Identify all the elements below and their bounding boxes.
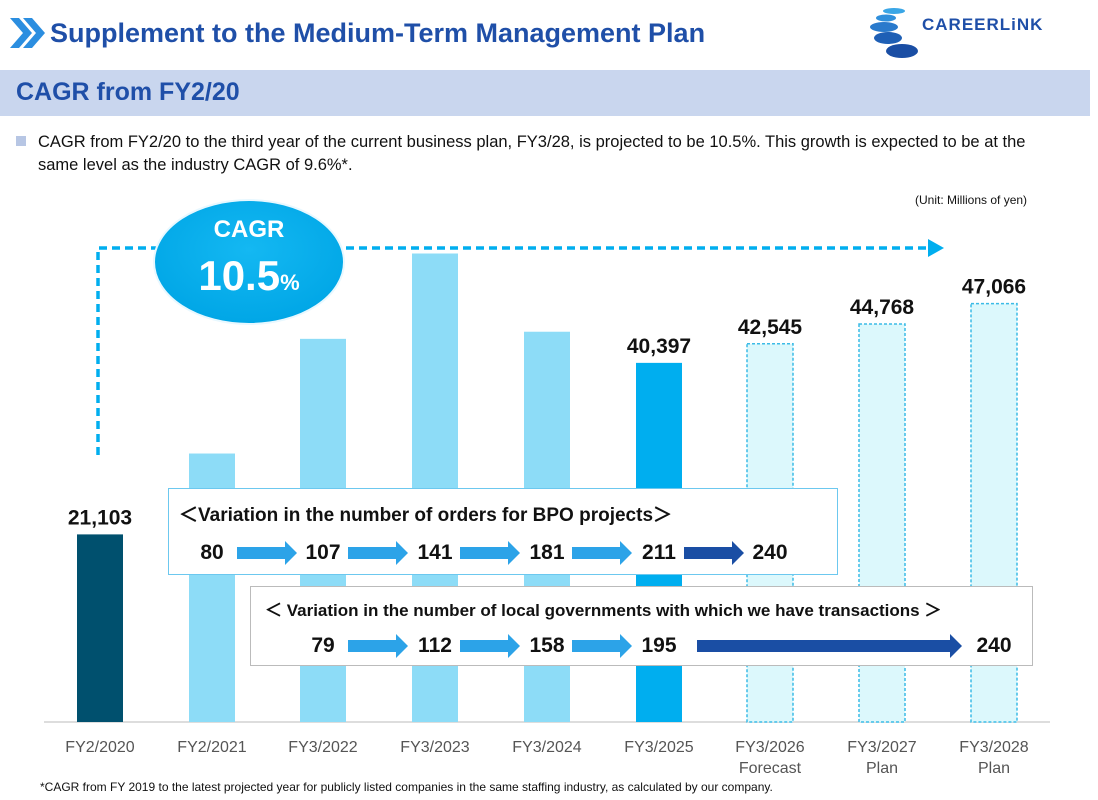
x-tick-label: FY3/2026 bbox=[735, 739, 804, 756]
section-title: CAGR from FY2/20 bbox=[16, 78, 240, 106]
chevron-icon bbox=[10, 18, 45, 48]
count-value: 107 bbox=[305, 541, 341, 564]
gov-box: ＜ Variation in the number of local gover… bbox=[250, 586, 1033, 666]
x-tick-sublabel: Plan bbox=[978, 760, 1010, 777]
right-arrow-icon bbox=[460, 634, 520, 658]
gov-box-title: ＜ Variation in the number of local gover… bbox=[265, 601, 942, 620]
value-label: 21,103 bbox=[68, 506, 132, 529]
x-tick-label: FY3/2025 bbox=[624, 739, 693, 756]
x-tick-label: FY3/2023 bbox=[400, 739, 469, 756]
cagr-suffix: % bbox=[280, 270, 300, 295]
value-label: 44,768 bbox=[850, 296, 915, 319]
cagr-value-wrap: 10.5% bbox=[152, 252, 346, 300]
page-title: Supplement to the Medium-Term Management… bbox=[50, 18, 706, 48]
count-value: 181 bbox=[529, 541, 565, 564]
x-tick-label: FY2/2021 bbox=[177, 739, 246, 756]
value-label: 40,397 bbox=[627, 335, 691, 358]
cagr-arrowhead-icon bbox=[928, 239, 944, 257]
unit-label: (Unit: Millions of yen) bbox=[915, 193, 1028, 207]
cagr-value: 10.5 bbox=[198, 252, 281, 299]
value-label: 42,545 bbox=[738, 316, 803, 339]
x-tick-label: FY3/2027 bbox=[847, 739, 916, 756]
x-tick-label: FY3/2024 bbox=[512, 739, 581, 756]
count-value: 80 bbox=[200, 541, 224, 564]
count-value: 141 bbox=[417, 541, 453, 564]
bullet-icon bbox=[16, 136, 26, 146]
section-band: CAGR from FY2/20 bbox=[0, 70, 1090, 116]
footnote: *CAGR from FY 2019 to the latest project… bbox=[40, 780, 773, 794]
bpo-box-title: ＜Variation in the number of orders for B… bbox=[179, 505, 673, 526]
x-tick-sublabel: Plan bbox=[866, 760, 898, 777]
right-arrow-icon bbox=[572, 541, 632, 565]
bar-FY2/2020 bbox=[77, 534, 123, 722]
x-tick-label: FY3/2022 bbox=[288, 739, 357, 756]
count-value: 195 bbox=[641, 634, 677, 657]
logo-text: CAREERLiNK bbox=[922, 15, 1044, 34]
count-value: 240 bbox=[976, 634, 1012, 657]
count-value: 79 bbox=[311, 634, 335, 657]
right-arrow-icon bbox=[460, 541, 520, 565]
x-tick-label: FY3/2028 bbox=[959, 739, 1028, 756]
count-value: 158 bbox=[529, 634, 565, 657]
right-arrow-icon bbox=[684, 541, 744, 565]
right-arrow-icon bbox=[572, 634, 632, 658]
x-tick-label: FY2/2020 bbox=[65, 739, 134, 756]
right-arrow-icon bbox=[348, 634, 408, 658]
count-value: 240 bbox=[752, 541, 788, 564]
cagr-dashed-arrow bbox=[96, 246, 930, 455]
description-text: CAGR from FY2/20 to the third year of th… bbox=[38, 133, 1026, 174]
x-tick-sublabel: Forecast bbox=[739, 760, 802, 777]
right-arrow-icon bbox=[237, 541, 297, 565]
value-label: 47,066 bbox=[962, 276, 1026, 299]
right-arrow-icon bbox=[348, 541, 408, 565]
bpo-orders-box: ＜Variation in the number of orders for B… bbox=[168, 488, 838, 575]
careerlink-logo-icon bbox=[870, 8, 918, 58]
right-arrow-icon bbox=[697, 634, 962, 658]
cagr-badge bbox=[153, 199, 345, 325]
count-value: 112 bbox=[418, 634, 452, 657]
cagr-label: CAGR bbox=[213, 216, 285, 243]
count-value: 211 bbox=[642, 541, 676, 564]
